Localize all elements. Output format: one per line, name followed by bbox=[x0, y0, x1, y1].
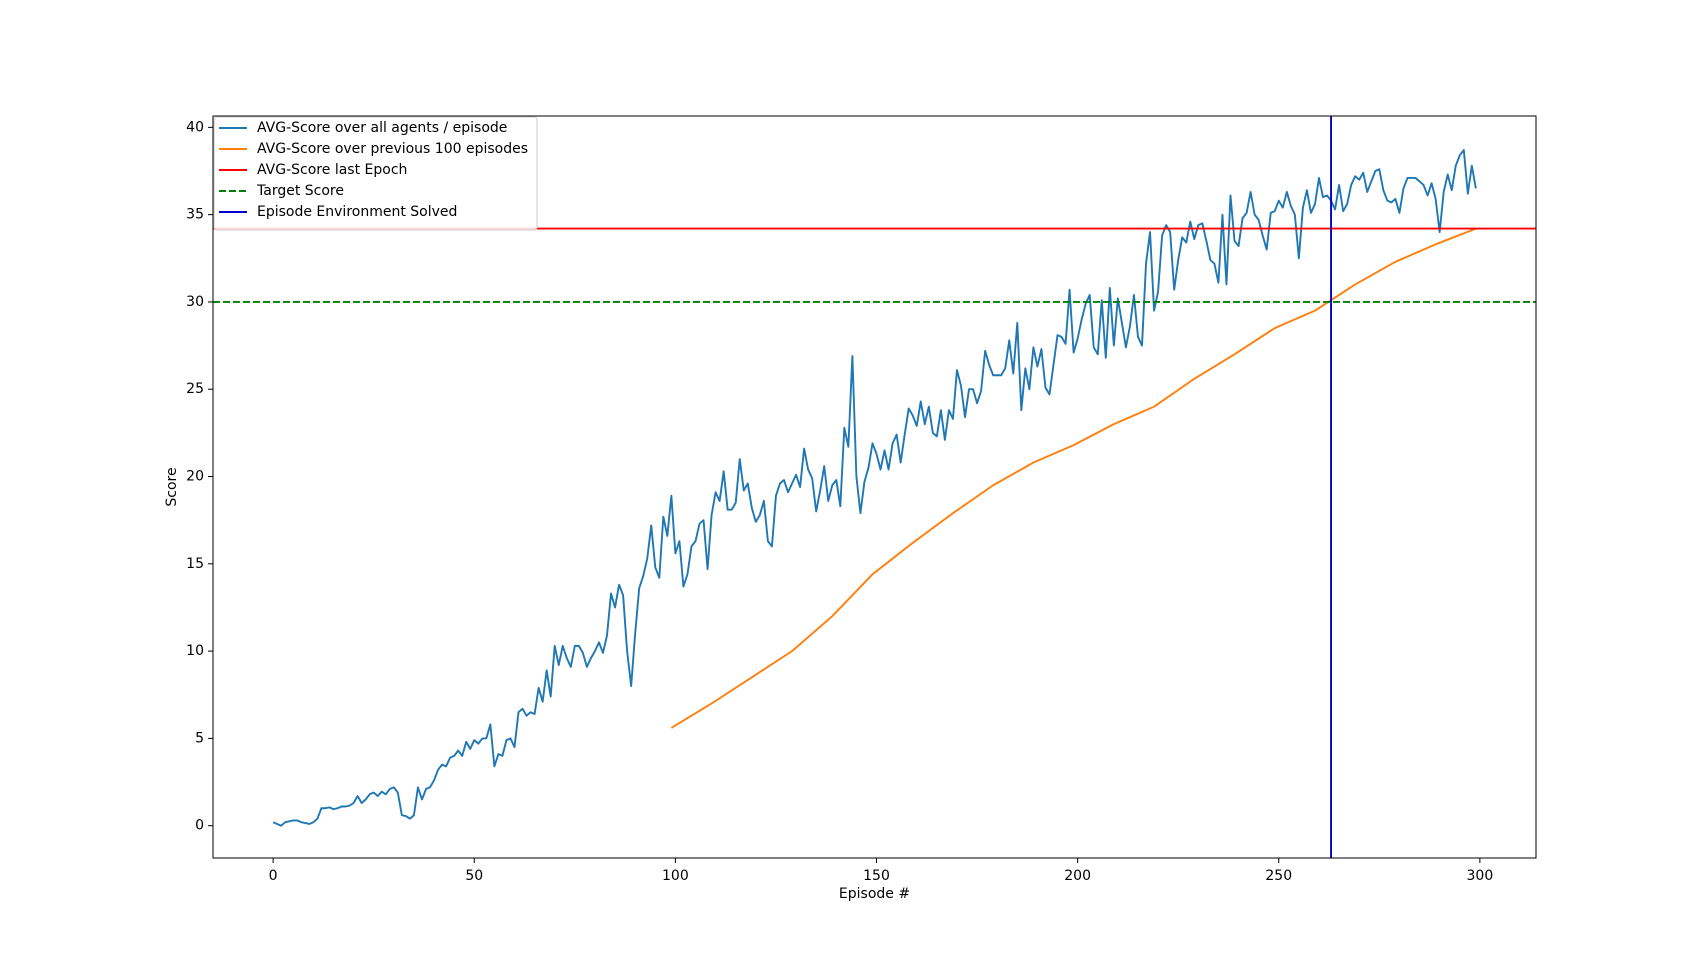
y-tick-label: 25 bbox=[186, 381, 204, 397]
legend-label: AVG-Score last Epoch bbox=[257, 162, 407, 178]
y-tick-label: 35 bbox=[186, 207, 204, 223]
y-tick-label: 30 bbox=[186, 294, 204, 310]
series-line bbox=[670, 227, 1477, 729]
legend-label: AVG-Score over previous 100 episodes bbox=[257, 141, 528, 157]
y-tick-label: 15 bbox=[186, 556, 204, 572]
x-tick-label: 0 bbox=[269, 868, 278, 884]
axes-frame bbox=[212, 115, 1537, 859]
series-line bbox=[272, 149, 1477, 827]
x-tick-label: 300 bbox=[1467, 868, 1494, 884]
x-tick-label: 50 bbox=[465, 868, 483, 884]
legend-box bbox=[213, 116, 538, 231]
legend-label: Target Score bbox=[256, 183, 344, 199]
legend-label: AVG-Score over all agents / episode bbox=[257, 120, 507, 136]
y-axis-label: Score bbox=[164, 467, 180, 506]
y-tick-label: 40 bbox=[186, 119, 204, 135]
x-axis-label: Episode # bbox=[839, 886, 910, 902]
legend-label: Episode Environment Solved bbox=[257, 204, 457, 220]
x-tick-label: 200 bbox=[1064, 868, 1091, 884]
x-tick-label: 250 bbox=[1265, 868, 1292, 884]
x-tick-label: 100 bbox=[662, 868, 689, 884]
y-tick-label: 5 bbox=[195, 730, 204, 746]
legend: AVG-Score over all agents / episode AVG-S… bbox=[213, 116, 538, 231]
y-tick-label: 0 bbox=[195, 818, 204, 834]
y-tick-label: 20 bbox=[186, 469, 204, 485]
y-tick-label: 10 bbox=[186, 643, 204, 659]
x-tick-label: 150 bbox=[863, 868, 890, 884]
